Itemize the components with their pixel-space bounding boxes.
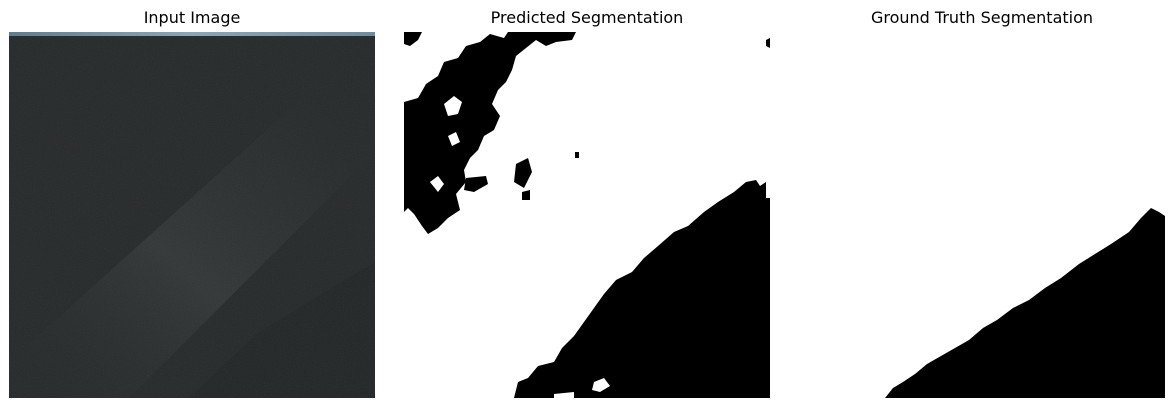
predicted-segmentation-mask — [404, 32, 770, 398]
ground-truth-segmentation-panel: Ground Truth Segmentation — [799, 0, 1165, 407]
input-top-strip — [9, 32, 375, 36]
pred-hole-1 — [444, 96, 462, 116]
pred-hole-2 — [430, 176, 444, 192]
pred-hole-4 — [592, 378, 610, 392]
pred-lower-right-region — [514, 180, 770, 398]
input-image-panel: Input Image — [9, 0, 375, 407]
predicted-segmentation-title: Predicted Segmentation — [490, 8, 684, 27]
pred-hole-3 — [448, 132, 460, 146]
input-image-title: Input Image — [143, 8, 241, 27]
input-texture — [9, 32, 375, 398]
pred-speck-4 — [575, 152, 579, 158]
predicted-segmentation-panel: Predicted Segmentation — [404, 0, 770, 407]
ground-truth-segmentation-title: Ground Truth Segmentation — [870, 8, 1094, 27]
gt-lower-right-region — [885, 208, 1165, 398]
pred-corner-speck — [404, 32, 422, 46]
pred-speck-1 — [464, 176, 488, 192]
pred-hole-5 — [554, 392, 574, 398]
ground-truth-segmentation-mask — [799, 32, 1165, 398]
pred-speck-3 — [522, 190, 530, 200]
pred-speck-2 — [514, 158, 532, 188]
pred-speck-5 — [766, 38, 770, 48]
pred-upper-left-blob — [404, 32, 576, 234]
input-image — [9, 32, 375, 398]
